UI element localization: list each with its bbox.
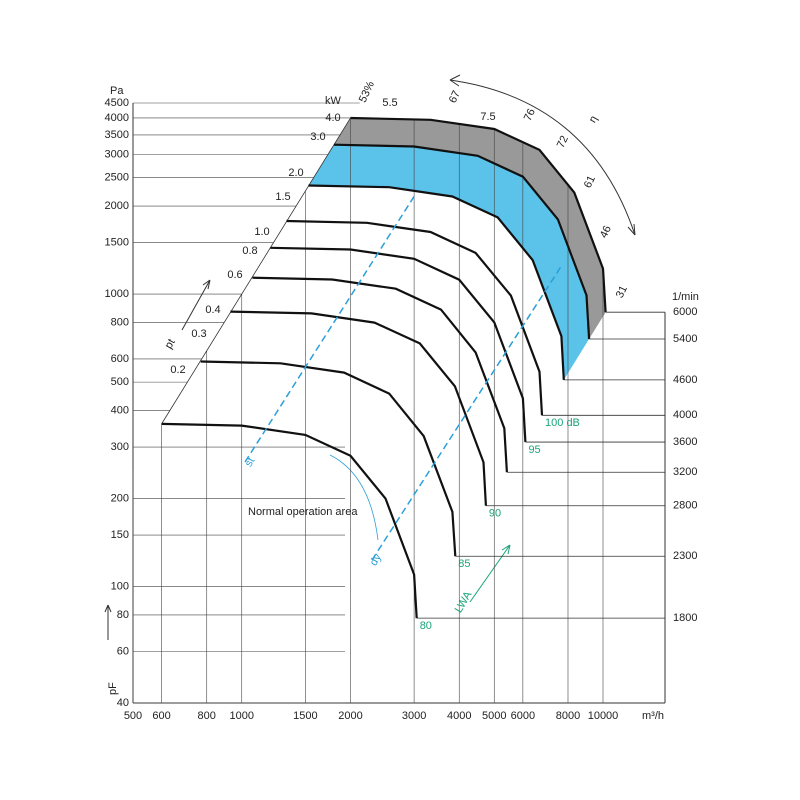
y-tick-label: 3500 xyxy=(105,129,129,141)
efficiency-symbol: η xyxy=(587,114,600,125)
efficiency-label: 61 xyxy=(582,174,598,190)
power-label: 2.0 xyxy=(288,167,303,179)
region-label: Normal operation area xyxy=(248,506,358,518)
efficiency-label: 46 xyxy=(598,224,614,240)
y-tick-label: 500 xyxy=(111,376,129,388)
rpm-unit: 1/min xyxy=(672,291,699,303)
x-tick-label: 2000 xyxy=(338,710,362,722)
x-tick-label: 5000 xyxy=(482,710,506,722)
rpm-tick-label: 6000 xyxy=(673,306,697,318)
rpm-tick-label: 4600 xyxy=(673,374,697,386)
x-tick-label: 500 xyxy=(124,710,142,722)
pressure-arrow xyxy=(181,279,211,331)
y-tick-label: 2000 xyxy=(105,200,129,212)
x-tick-label: 6000 xyxy=(511,710,535,722)
y-tick-label: 150 xyxy=(111,529,129,541)
sound-axis-label: LWA xyxy=(453,589,475,615)
rpm-tick-label: 1800 xyxy=(673,612,697,624)
x-tick-label: 1500 xyxy=(293,710,317,722)
x-tick-label: 3000 xyxy=(402,710,426,722)
y-tick-label: 600 xyxy=(111,353,129,365)
y-tick-label: 1500 xyxy=(105,236,129,248)
pressure-label: pF xyxy=(107,682,119,695)
st-dy-arrow xyxy=(329,454,379,541)
sound-label: 85 xyxy=(458,558,470,570)
static-line xyxy=(244,194,416,463)
sound-label: 80 xyxy=(420,620,432,632)
efficiency-label: 76 xyxy=(522,107,538,123)
x-tick-label: 600 xyxy=(152,710,170,722)
speed-curve xyxy=(270,246,527,443)
power-label: 1.0 xyxy=(254,226,269,238)
y-tick-label: 3000 xyxy=(105,148,129,160)
power-label: 1.5 xyxy=(275,191,290,203)
dynamic-label: dy xyxy=(368,551,384,567)
speed-curve xyxy=(308,184,565,380)
x-tick-label: 800 xyxy=(198,710,216,722)
total-pressure-label: pt xyxy=(163,337,178,351)
y-tick-label: 4000 xyxy=(105,112,129,124)
operating-zone xyxy=(308,144,590,380)
operating-zone xyxy=(333,117,606,340)
rpm-tick-label: 2800 xyxy=(673,500,697,512)
y-tick-label: 400 xyxy=(111,404,129,416)
static-label: st xyxy=(243,456,258,469)
power-label: 0.4 xyxy=(205,304,220,316)
power-label: 0.6 xyxy=(227,269,242,281)
sound-label: 90 xyxy=(489,508,501,520)
efficiency-label: 67 xyxy=(447,89,463,105)
dynamic-line xyxy=(371,264,563,561)
speed-curve xyxy=(350,116,607,313)
rpm-tick-label: 5400 xyxy=(673,333,697,345)
power-label: 5.5 xyxy=(382,97,397,109)
speed-curve xyxy=(333,143,591,340)
power-label: 4.0 xyxy=(325,112,340,124)
y-unit: Pa xyxy=(110,85,124,97)
y-tick-label: 4500 xyxy=(105,97,129,109)
power-unit: kW xyxy=(325,95,342,107)
rpm-tick-label: 4000 xyxy=(673,409,697,421)
y-tick-label: 80 xyxy=(117,609,129,621)
speed-curve xyxy=(286,219,544,416)
arrow-head xyxy=(449,74,636,236)
efficiency-label: 53% xyxy=(357,79,377,104)
rpm-tick-label: 3600 xyxy=(673,436,697,448)
x-tick-label: 1000 xyxy=(230,710,254,722)
x-tick-label: 8000 xyxy=(556,710,580,722)
x-tick-label: 10000 xyxy=(588,710,619,722)
power-label: 0.8 xyxy=(242,245,257,257)
rpm-tick-label: 2300 xyxy=(673,550,697,562)
sound-label: 100 dB xyxy=(545,417,580,429)
speed-curve xyxy=(252,276,508,473)
power-label: 7.5 xyxy=(480,111,495,123)
power-label: 0.3 xyxy=(191,328,206,340)
y-tick-label: 60 xyxy=(117,645,129,657)
y-tick-label: 200 xyxy=(111,492,129,504)
speed-curve xyxy=(161,422,418,619)
y-tick-label: 800 xyxy=(111,316,129,328)
rpm-tick-label: 3200 xyxy=(673,466,697,478)
y-tick-label: 2500 xyxy=(105,172,129,184)
efficiency-label: 31 xyxy=(614,284,630,300)
y-tick-label: 100 xyxy=(111,581,129,593)
x-tick-label: 4000 xyxy=(447,710,471,722)
power-label: 0.2 xyxy=(170,364,185,376)
y-tick-label: 40 xyxy=(117,697,129,709)
efficiency-label: 72 xyxy=(555,134,571,150)
boundary-line xyxy=(161,117,351,425)
y-tick-label: 1000 xyxy=(105,288,129,300)
x-unit: m³/h xyxy=(642,710,664,722)
speed-curve xyxy=(230,310,487,506)
efficiency-arrow xyxy=(449,79,636,236)
power-label: 3.0 xyxy=(310,131,325,143)
y-tick-label: 300 xyxy=(111,441,129,453)
sound-arrow xyxy=(469,544,511,603)
pf-arrow xyxy=(104,604,112,640)
sound-label: 95 xyxy=(528,444,540,456)
speed-curve xyxy=(200,360,457,557)
